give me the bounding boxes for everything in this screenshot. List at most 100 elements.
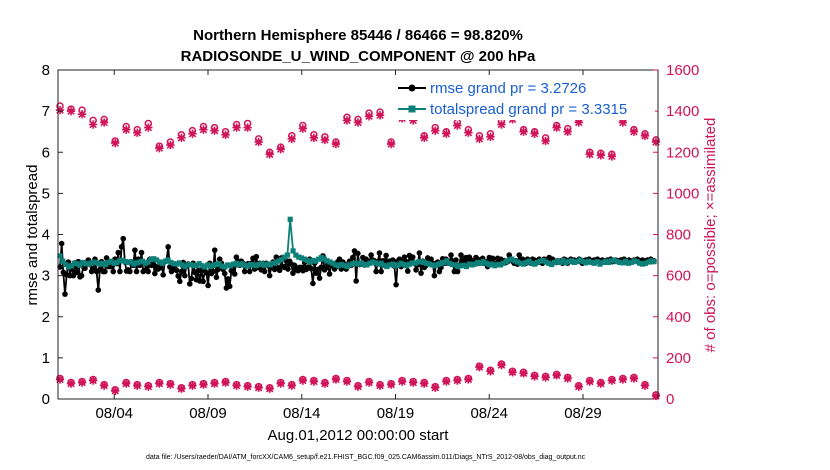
totalspread-point xyxy=(631,258,637,264)
totalspread-point xyxy=(551,259,558,266)
rmse-point xyxy=(489,255,496,262)
totalspread-point xyxy=(264,261,271,267)
totalspread-point xyxy=(216,261,222,267)
rmse-point xyxy=(160,272,166,278)
obs_bottom_assimilated-series xyxy=(55,360,661,401)
totalspread-point xyxy=(247,261,254,268)
totalspread-point xyxy=(591,260,597,266)
totalspread-point xyxy=(176,260,182,266)
totalspread-point xyxy=(148,256,154,263)
obs_assimilated-point xyxy=(331,139,341,149)
totalspread-point xyxy=(239,261,245,267)
y-axis-label: rmse and totalspread xyxy=(24,165,41,306)
rmse-point xyxy=(516,252,523,258)
obs_bottom_assimilated-point xyxy=(177,384,186,393)
rmse-point xyxy=(73,269,80,276)
totalspread-point xyxy=(97,261,103,267)
totalspread-point xyxy=(185,262,191,268)
obs_bottom_assimilated-point xyxy=(232,381,241,390)
totalspread-point xyxy=(500,260,506,266)
x-tick-label: 08/09 xyxy=(189,405,227,422)
totalspread-point xyxy=(344,263,350,270)
y2-tick-label: 600 xyxy=(666,268,691,285)
rmse-point xyxy=(454,268,461,275)
totalspread-point xyxy=(586,258,592,264)
totalspread-point xyxy=(276,258,282,264)
rmse-point xyxy=(418,270,424,276)
obs_bottom_assimilated-point xyxy=(552,371,561,380)
totalspread-point xyxy=(401,261,407,268)
totalspread-point xyxy=(469,262,475,268)
y-axis-right: 0 200 400 600 800 1000 1200 1400 1600 xyxy=(653,62,699,408)
obs_bottom_assimilated-point xyxy=(254,383,263,392)
totalspread-point xyxy=(537,258,543,264)
totalspread-point xyxy=(412,260,418,266)
totalspread-point xyxy=(404,263,410,269)
totalspread-point xyxy=(486,262,492,268)
totalspread-point xyxy=(68,263,74,269)
rmse-point xyxy=(213,274,220,281)
obs_assimilated-series xyxy=(55,105,661,161)
totalspread-point xyxy=(250,262,256,268)
totalspread-point xyxy=(188,261,194,268)
obs_bottom_assimilated-point xyxy=(320,379,330,388)
obs_bottom_assimilated-point xyxy=(133,381,142,390)
rmse-point xyxy=(188,275,195,282)
totalspread-point xyxy=(566,259,572,265)
totalspread-point xyxy=(125,259,131,266)
obs_bottom_assimilated-point xyxy=(475,362,484,372)
rmse-point xyxy=(57,264,63,270)
totalspread-point xyxy=(352,260,359,266)
totalspread-point xyxy=(159,260,165,266)
totalspread-point xyxy=(523,259,529,266)
totalspread-point xyxy=(171,261,177,267)
rmse-point xyxy=(102,268,108,275)
obs_bottom_assimilated-point xyxy=(453,376,462,385)
rmse-point xyxy=(186,281,193,287)
totalspread-point xyxy=(614,259,620,265)
obs_bottom_assimilated-point xyxy=(408,378,418,387)
totalspread-point xyxy=(597,261,603,267)
obs_assimilated-point xyxy=(453,121,462,130)
totalspread-point xyxy=(375,261,381,267)
obs_assimilated-point xyxy=(77,110,87,119)
rmse-point xyxy=(95,287,102,293)
totalspread-point xyxy=(71,260,77,266)
legend-label-spread: totalspread grand pr = 3.3315 xyxy=(430,101,627,118)
totalspread-point xyxy=(281,254,288,260)
totalspread-point xyxy=(543,259,549,265)
y2-tick-label: 1600 xyxy=(666,62,699,79)
obs_assimilated-point xyxy=(276,144,285,154)
rmse-point xyxy=(310,280,316,287)
totalspread-point xyxy=(253,263,259,269)
totalspread-point xyxy=(605,259,612,266)
totalspread-point xyxy=(57,253,63,259)
rmse-point xyxy=(138,249,145,256)
totalspread-point xyxy=(324,258,330,264)
rmse-point xyxy=(261,268,268,275)
totalspread-point xyxy=(145,259,151,265)
x-tick-label: 08/14 xyxy=(283,405,321,422)
obs_bottom_assimilated-point xyxy=(651,391,661,401)
obs_assimilated-point xyxy=(375,111,385,120)
totalspread-point xyxy=(634,259,640,265)
rmse-point xyxy=(231,271,238,277)
obs_assimilated-point xyxy=(243,123,252,132)
totalspread-point xyxy=(233,260,239,266)
obs_assimilated-point xyxy=(596,151,606,160)
totalspread-point xyxy=(313,258,319,264)
obs_bottom_assimilated-point xyxy=(155,379,164,388)
obs_bottom_assimilated-point xyxy=(188,381,197,390)
obs_bottom_assimilated-point xyxy=(55,375,65,384)
obs_assimilated-point xyxy=(563,127,572,136)
totalspread-point xyxy=(648,258,654,264)
totalspread-point xyxy=(134,260,140,266)
totalspread-point xyxy=(480,259,487,265)
totalspread-point xyxy=(418,259,424,265)
rmse-point xyxy=(165,244,171,250)
obs_bottom_assimilated-point xyxy=(375,381,385,390)
rmse-point xyxy=(416,250,423,256)
y-tick-label: 7 xyxy=(42,103,50,120)
totalspread-point xyxy=(182,263,188,270)
